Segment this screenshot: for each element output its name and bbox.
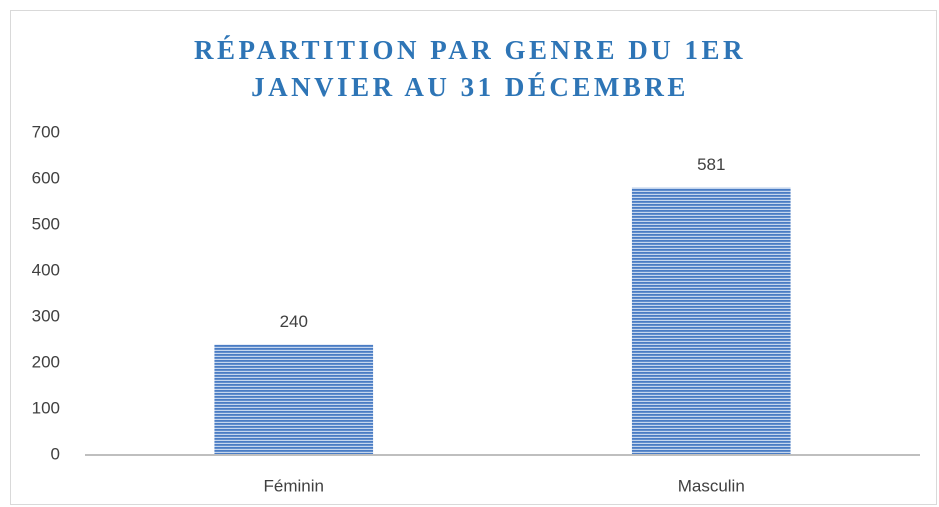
x-tick-label: Masculin xyxy=(678,476,745,495)
x-tick-label: Féminin xyxy=(264,476,324,495)
bar xyxy=(631,187,791,456)
y-tick-label: 500 xyxy=(32,214,60,233)
y-tick-label: 0 xyxy=(51,444,60,463)
y-tick-label: 300 xyxy=(32,306,60,325)
chart-frame xyxy=(10,10,937,505)
chart-title: RÉPARTITION PAR GENRE DU 1ER JANVIER AU … xyxy=(193,35,747,102)
bar xyxy=(214,344,374,455)
data-label: 240 xyxy=(280,312,308,331)
data-label: 581 xyxy=(697,155,725,174)
y-tick-label: 100 xyxy=(32,398,60,417)
y-tick-label: 400 xyxy=(32,260,60,279)
y-tick-label: 600 xyxy=(32,168,60,187)
y-tick-label: 200 xyxy=(32,352,60,371)
y-tick-label: 700 xyxy=(32,122,60,141)
